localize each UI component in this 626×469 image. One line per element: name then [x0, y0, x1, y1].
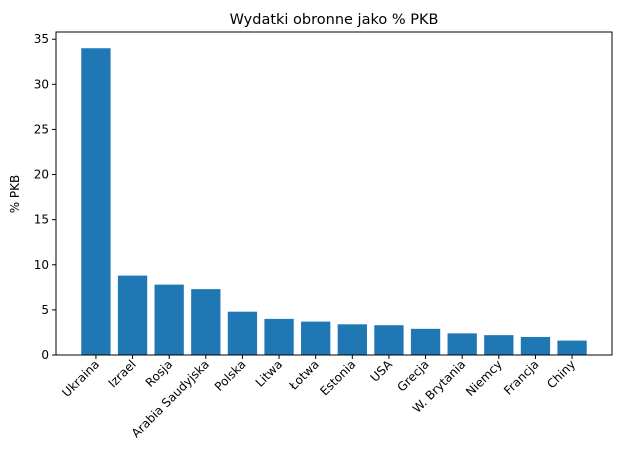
bar — [520, 336, 551, 355]
bar — [410, 328, 441, 355]
bar — [301, 321, 331, 355]
x-tick-label: Litwa — [253, 357, 285, 389]
x-tick-label: Niemcy — [463, 357, 505, 399]
bar — [374, 325, 404, 355]
y-tick-label: 35 — [34, 32, 49, 46]
y-axis-label: % PKB — [8, 175, 22, 214]
x-tick-label: Chiny — [544, 357, 578, 391]
bar — [117, 275, 148, 355]
bar — [81, 48, 111, 355]
x-tick-label: Estonia — [317, 357, 358, 398]
x-tick-label: USA — [368, 357, 396, 385]
plot-frame — [55, 31, 613, 356]
x-tick-label: Francja — [501, 357, 541, 397]
y-tick-label: 0 — [41, 348, 49, 362]
bar — [154, 284, 184, 355]
bar — [447, 333, 477, 355]
chart-title: Wydatki obronne jako % PKB — [230, 12, 439, 28]
y-tick-label: 30 — [34, 77, 49, 91]
bar — [557, 340, 587, 355]
y-tick-label: 5 — [41, 303, 49, 317]
x-tick-label: Rosja — [143, 357, 176, 390]
x-tick-label: Polska — [212, 357, 249, 394]
bar — [227, 311, 258, 355]
x-tick-label: Ukraina — [59, 357, 102, 400]
y-tick-label: 10 — [34, 258, 49, 272]
bar — [191, 289, 221, 355]
y-tick-label: 25 — [34, 122, 49, 136]
x-tick-label: Izrael — [106, 357, 139, 390]
bar — [264, 318, 294, 355]
y-tick-label: 15 — [34, 213, 49, 227]
bar — [484, 335, 514, 355]
bar — [337, 324, 367, 355]
y-tick-label: 20 — [34, 168, 49, 182]
x-tick-label: Łotwa — [286, 357, 322, 393]
